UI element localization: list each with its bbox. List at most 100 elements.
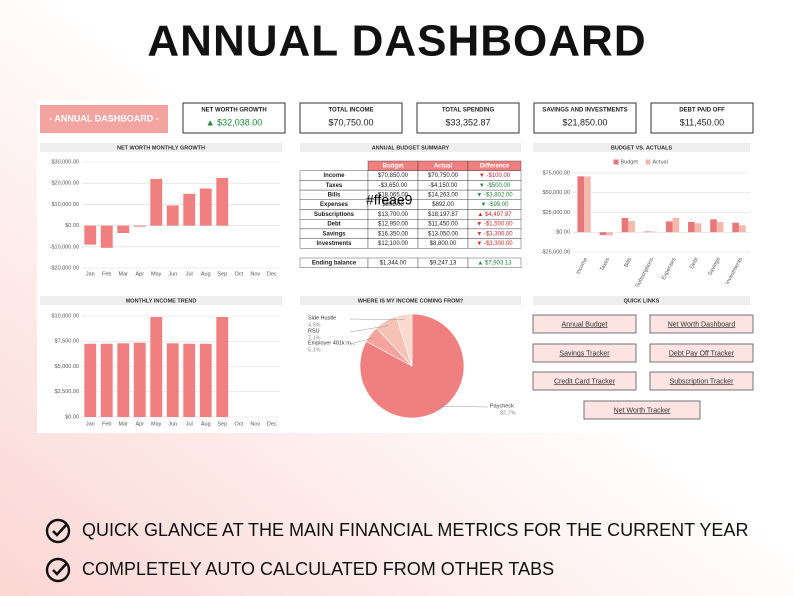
x-tick-label: Sep [217,421,227,427]
table-text: $8,800.00 [430,241,457,247]
tab [40,105,168,133]
table-header: Actual [434,163,453,169]
table-text: $12,950.00 [378,222,409,228]
bar [732,222,739,233]
bar [577,176,585,233]
table-text: $12,100.00 [378,241,409,247]
table-text: $892.00 [432,202,454,208]
bar [710,219,717,233]
table-text: Savings [322,231,346,237]
x-tick-label: Debt [689,256,700,269]
x-tick-label: May [151,271,162,277]
section-title-bar [533,143,750,152]
y-tick-label: $10,000.00 [51,202,79,208]
y-tick-label: $75,000.00 [542,170,570,176]
check-icon [45,557,71,583]
x-tick-label: Nov [250,421,260,427]
bar [643,231,651,233]
table-text: $14,263.00 [428,193,459,199]
pie-label: Paycheck [490,403,514,409]
y-tick-label: $50,000.00 [542,190,570,196]
overlay-text: #ffeae9 [366,192,413,208]
bar [665,221,673,233]
table-text: -$4,150.00 [429,183,458,189]
x-tick-label: Feb [102,421,111,427]
leader-line [435,405,489,408]
table-text: ▼ -$100.00 [479,173,511,179]
table-header: Difference [480,163,510,169]
table-text: $9,247.13 [430,260,457,266]
section-title-bar [300,296,521,305]
bar [100,343,113,417]
quick-link-button[interactable] [649,314,754,334]
kpi-value: $33,352.87 [445,117,490,127]
bar [150,317,163,417]
y-tick-label: $0.00 [65,414,79,420]
quick-link-label[interactable]: Debt Pay Off Tracker [669,350,735,357]
pie-label: Side Hustle [308,315,336,321]
bar [650,231,658,233]
legend-label: Budget [621,159,639,165]
quick-link-label[interactable]: Annual Budget [562,321,608,328]
quick-link-label[interactable]: Subscription Tracker [670,378,734,385]
quick-link-button[interactable] [532,314,637,334]
x-tick-label: Apr [135,421,144,427]
table-text: Investments [316,241,352,247]
table-text: ▼ -$3,802.00 [476,193,513,199]
section-title: QUICK LINKS [624,298,660,304]
x-tick-label: Dec [267,421,277,427]
kpi-value: $70,750.00 [328,117,373,127]
bar [100,225,113,248]
quick-link-button[interactable] [649,343,754,363]
y-tick-label: $0.00 [65,223,79,229]
y-tick-label: $25,000.00 [542,210,570,216]
quick-link-label[interactable]: Net Worth Tracker [614,407,671,414]
leader-line [349,318,405,321]
table-text: Subscriptions [314,212,355,218]
kpi-label: NET WORTH GROWTH [201,108,266,114]
table-cell [467,257,522,268]
kpi-value: $11,450.00 [680,117,724,127]
quick-link-button[interactable] [532,343,637,363]
table-text: $1,344.00 [380,260,407,266]
x-tick-label: Mar [119,271,129,277]
y-tick-label: $7,500.00 [55,339,79,345]
quick-link-button[interactable] [532,371,637,391]
quick-link-button[interactable] [649,371,754,391]
x-tick-label: Jan [86,271,95,277]
table-text: $13,700.00 [378,212,409,218]
table-text: ▼ -$1,500.00 [476,222,513,228]
x-tick-label: Aug [201,271,211,277]
bar [117,343,130,417]
kpi-card [416,102,520,134]
quick-link-label[interactable]: Credit Card Tracker [554,378,616,385]
section-title: MONTHLY INCOME TREND [126,298,197,304]
table-text: ▼ -$3,300.00 [476,231,513,237]
section-title: NET WORTH MONTHLY GROWTH [117,145,205,151]
quick-link-label[interactable]: Savings Tracker [559,350,610,357]
x-tick-label: Bills [623,257,633,269]
quick-link-label[interactable]: Net Worth Dashboard [668,321,736,328]
section-title: WHERE IS MY INCOME COMING FROM? [358,298,464,304]
bar [133,225,146,227]
legend-swatch [613,159,619,165]
bar [694,223,702,233]
x-tick-label: Oct [234,421,243,427]
bar [166,343,179,417]
table-text: $991.00 [382,202,404,208]
table-text: Expenses [320,202,349,208]
table-text: $11,450.00 [428,222,458,228]
bullet-text: COMPLETELY AUTO CALCULATED FROM OTHER TA… [82,559,554,579]
pie-value-label: 82.7% [500,410,516,416]
pie-value-label: 5.1% [308,347,321,353]
kpi-label: TOTAL INCOME [329,108,374,114]
x-tick-label: Oct [234,271,243,277]
table-text: $70,750.00 [428,173,459,179]
quick-link-button[interactable] [583,400,701,420]
pie-label: Employer 401k m... [308,340,356,346]
pie-value-label: 7.1% [308,335,321,341]
x-tick-label: Jul [186,421,193,427]
x-tick-label: Mar [119,421,129,427]
table-text: $70,850.00 [378,173,409,179]
